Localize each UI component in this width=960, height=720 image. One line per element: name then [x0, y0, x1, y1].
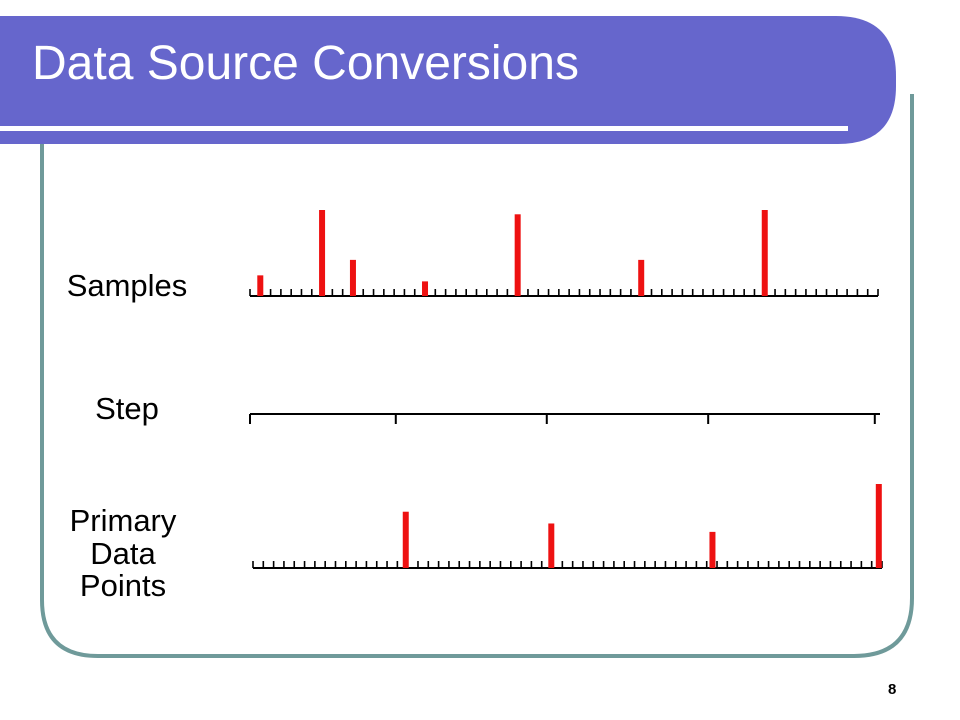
- slide-title: Data Source Conversions: [32, 37, 579, 90]
- primary-mark: [875, 484, 882, 568]
- primary-label-line: Points: [79, 568, 167, 604]
- title-band: [0, 16, 896, 144]
- samples-mark: [638, 259, 645, 296]
- samples-mark: [349, 259, 356, 296]
- samples-mark: [514, 214, 521, 296]
- primary-mark: [709, 531, 716, 568]
- primary-label-line: Data: [90, 535, 156, 571]
- primary-mark: [402, 511, 409, 568]
- row-label-step: Step: [95, 391, 159, 426]
- row-label-samples: Samples: [66, 268, 188, 303]
- title-underline: [0, 126, 848, 131]
- samples-mark: [319, 210, 326, 296]
- primary-label-line: Primary: [69, 503, 177, 538]
- samples-mark: [257, 275, 264, 296]
- samples-mark: [761, 210, 768, 296]
- samples-mark: [422, 281, 429, 296]
- row-label-primary-data-points: Primary Data Points: [48, 503, 198, 604]
- primary-mark: [548, 523, 555, 568]
- frame-border: [40, 94, 914, 658]
- slide-number: 8: [888, 681, 897, 698]
